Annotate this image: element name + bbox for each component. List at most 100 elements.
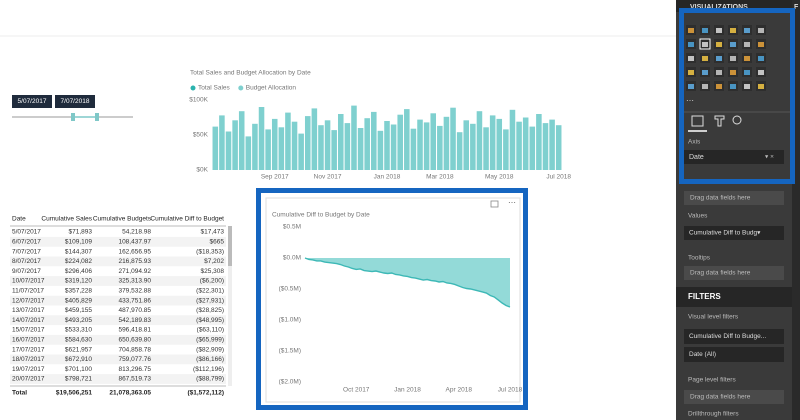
well-dropdown[interactable]: ▾ ×: [765, 154, 774, 161]
column-header[interactable]: Date: [12, 216, 26, 223]
visual-icon-glyph: [702, 28, 708, 33]
bar: [364, 118, 370, 170]
legend-swatch: [238, 85, 244, 91]
table-cell: $798,721: [65, 376, 92, 383]
table-cell: 18/07/2017: [12, 356, 45, 363]
table-cell: $701,100: [65, 366, 92, 373]
slicer-start: 5/07/2017: [18, 98, 47, 105]
table-cell: 5/07/2017: [12, 229, 41, 236]
table-cell: 12/07/2017: [12, 297, 45, 304]
total-cell: Total: [12, 390, 27, 397]
table-cell: 20/07/2017: [12, 376, 45, 383]
y-tick-label: ($2.0M): [279, 379, 301, 386]
row-band: [10, 354, 226, 365]
table-cell: ($28,825): [196, 307, 224, 314]
tooltips-well[interactable]: [684, 266, 784, 280]
filter-card[interactable]: [684, 347, 784, 362]
date-slicer[interactable]: 5/07/2017 7/07/2018: [12, 95, 133, 121]
visual-icon-glyph: [688, 56, 694, 61]
y-tick-label: ($1.5M): [279, 348, 301, 355]
visual-icon-glyph: [702, 70, 708, 75]
table-cell: 759,077.76: [118, 356, 151, 363]
visual-icon-glyph: [730, 56, 736, 61]
table-cell: $144,307: [65, 248, 92, 255]
slider-handle[interactable]: [95, 113, 99, 121]
x-tick-label: Jul 2018: [546, 174, 571, 181]
bar: [456, 132, 463, 170]
bar: [225, 131, 232, 170]
fields-pane-edge: [792, 0, 800, 420]
chart-title: Cumulative Diff to Budget by Date: [272, 212, 370, 219]
legend-well[interactable]: [684, 191, 784, 205]
more-visuals[interactable]: ⋯: [686, 96, 694, 105]
visual-icon-glyph: [744, 56, 750, 61]
row-band: [10, 315, 226, 326]
values-well[interactable]: [684, 226, 784, 240]
bar: [522, 117, 529, 170]
analytics-tab-icon[interactable]: [732, 115, 742, 125]
bar: [278, 127, 285, 170]
bar: [304, 116, 311, 170]
slider-handle[interactable]: [71, 113, 75, 121]
table-cell: 54,218.98: [122, 229, 151, 236]
filters-header: [676, 287, 792, 307]
slicer-end-box[interactable]: [55, 95, 95, 108]
bar: [390, 124, 397, 170]
visual-card[interactable]: [265, 197, 521, 403]
bar: [483, 127, 489, 170]
bar: [377, 130, 384, 170]
bar: [476, 111, 483, 170]
table-cell: 704,858.78: [118, 346, 151, 353]
bar: [503, 129, 509, 170]
format-tab-icon[interactable]: [714, 115, 725, 127]
bar: [384, 121, 390, 170]
table-cell: ($27,931): [196, 297, 224, 304]
table-cell: 10/07/2017: [12, 278, 45, 285]
table-cell: 13/07/2017: [12, 307, 45, 314]
page-filters-hint: Drag data fields here: [690, 394, 751, 401]
y-tick-label: $0K: [196, 167, 208, 174]
table-cell: $621,957: [65, 346, 92, 353]
x-tick-label: Sep 2017: [261, 174, 289, 181]
table-cell: ($22,301): [196, 288, 224, 295]
axis-label: Axis: [688, 139, 701, 146]
visual-icon-glyph: [716, 42, 722, 47]
tooltips-hint: Drag data fields here: [690, 270, 751, 277]
visual-icon-glyph: [688, 28, 694, 33]
visual-filter: Cumulative Diff to Budge...: [689, 333, 766, 340]
bar: [344, 123, 351, 170]
table-cell: ($6,200): [200, 278, 224, 285]
legend-label: Budget Allocation: [246, 85, 297, 92]
more-options[interactable]: ⋯: [508, 198, 516, 207]
table-cell: 325,313.90: [118, 278, 151, 285]
table-cell: $71,893: [69, 229, 93, 236]
visual-icon-glyph: [716, 28, 722, 33]
page-filters-label: Page level filters: [688, 377, 736, 384]
column-header[interactable]: Cumulative Sales: [41, 216, 92, 223]
bar: [463, 120, 470, 170]
visual-icon-glyph: [716, 84, 722, 89]
focus-mode-icon[interactable]: [490, 200, 499, 208]
total-cell: ($1,572,112): [187, 390, 224, 397]
table-scroll-thumb[interactable]: [228, 226, 232, 266]
filter-card[interactable]: [684, 329, 784, 344]
table-cell: 271,094.92: [118, 268, 151, 275]
visual-icon-glyph: [758, 56, 764, 61]
y-tick-label: $0.0M: [283, 255, 301, 262]
bar: [496, 118, 503, 170]
table-scrollbar[interactable]: [228, 226, 232, 386]
table-cell: $533,310: [65, 327, 92, 334]
table-cell: 650,639.80: [118, 337, 151, 344]
visual-filters-label: Visual level filters: [688, 314, 739, 321]
column-header[interactable]: Cumulative Diff to Budget: [150, 216, 224, 223]
table-cell: 11/07/2017: [12, 288, 44, 295]
page-filter-well[interactable]: [684, 390, 784, 404]
visual-icon-glyph: [716, 70, 722, 75]
row-band: [10, 295, 226, 306]
slicer-start-box[interactable]: [12, 95, 52, 108]
column-header[interactable]: Cumulative Budgets: [93, 216, 152, 223]
fields-tab[interactable]: F: [794, 4, 799, 11]
fields-tab-icon[interactable]: [691, 115, 704, 127]
axis-well[interactable]: [684, 150, 784, 164]
